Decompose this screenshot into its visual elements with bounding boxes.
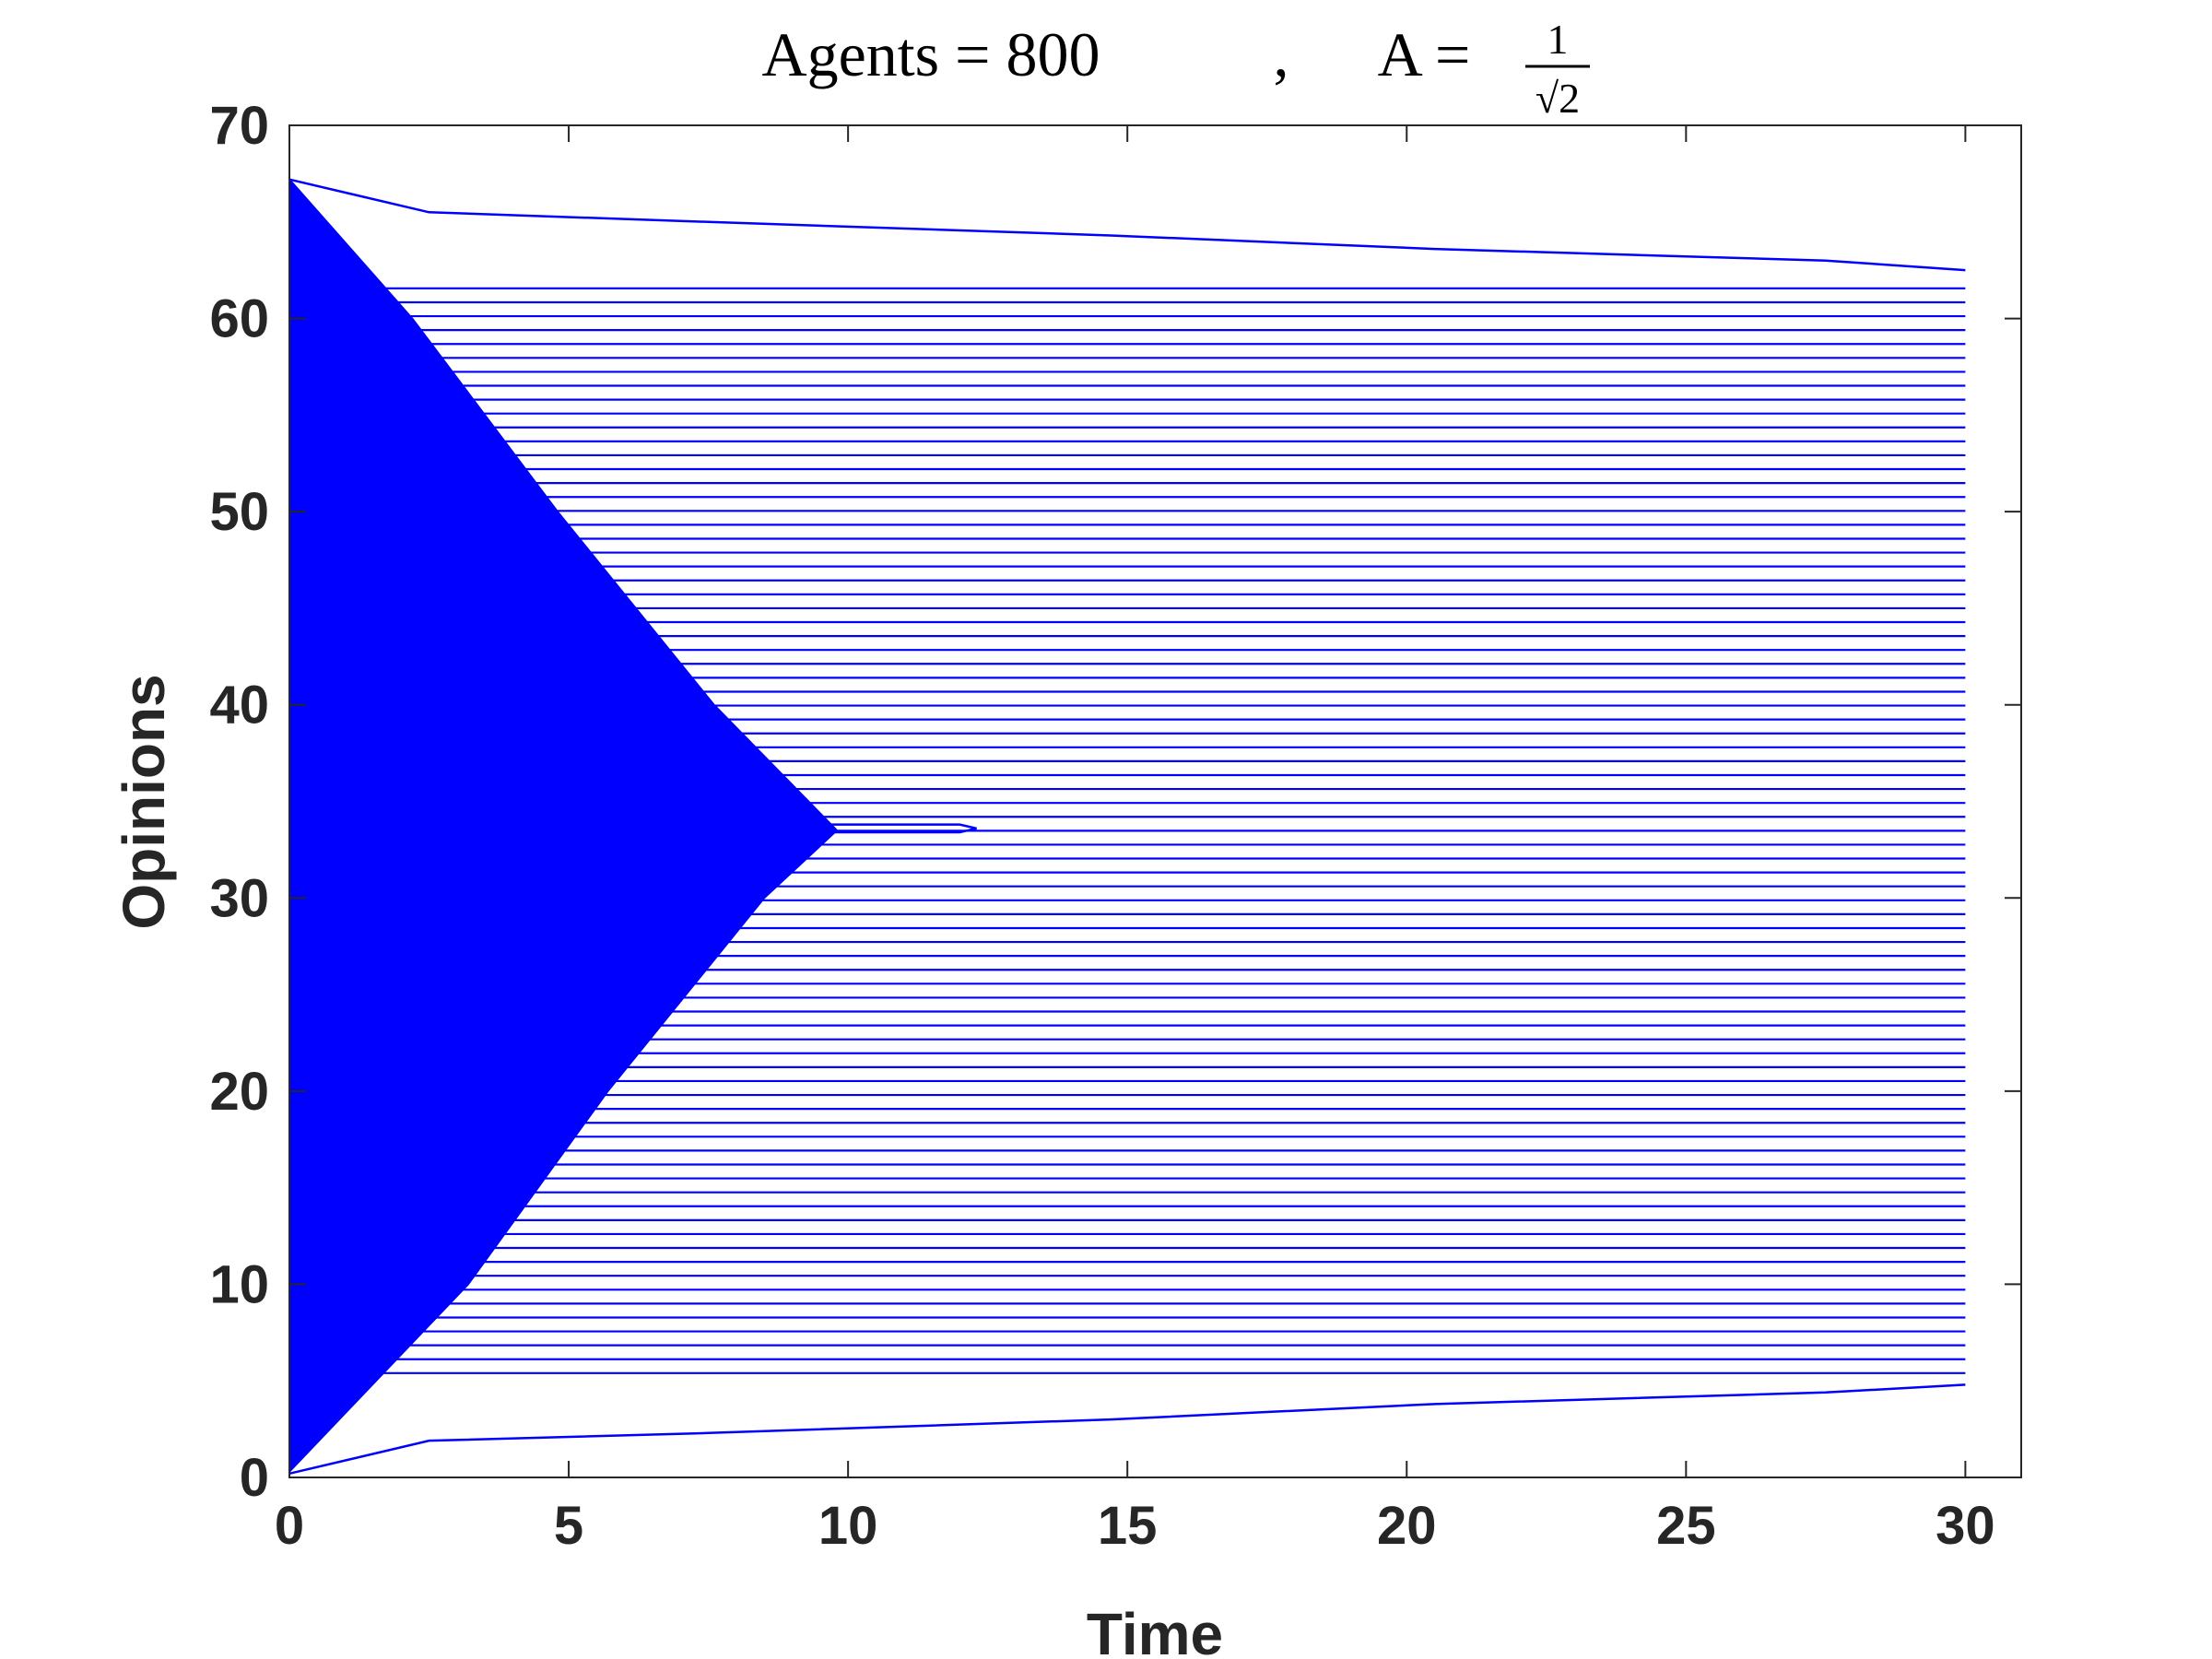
x-tick-label: 15 bbox=[1098, 1496, 1158, 1556]
x-tick-label: 0 bbox=[275, 1496, 304, 1556]
axes-box bbox=[288, 124, 2022, 1478]
title-right: A = bbox=[1378, 19, 1471, 89]
title-fraction-denominator: √2 bbox=[1535, 75, 1580, 122]
x-tick-label: 20 bbox=[1377, 1496, 1437, 1556]
y-tick-label: 30 bbox=[209, 868, 269, 928]
x-tick-label: 25 bbox=[1656, 1496, 1716, 1556]
title-left: Agents = 800 bbox=[762, 19, 1100, 89]
y-tick-label: 20 bbox=[209, 1062, 269, 1122]
y-tick-label: 60 bbox=[209, 289, 269, 349]
trajectory bbox=[819, 823, 977, 834]
y-axis-label: Opinions bbox=[111, 674, 177, 929]
x-tick-label: 10 bbox=[818, 1496, 878, 1556]
y-tick-label: 40 bbox=[209, 676, 269, 735]
y-tick-label: 10 bbox=[209, 1254, 269, 1314]
x-tick-label: 30 bbox=[1936, 1496, 1995, 1556]
trajectory bbox=[288, 178, 1966, 272]
trajectory bbox=[288, 1383, 1966, 1476]
x-tick-label: 5 bbox=[554, 1496, 583, 1556]
title-separator: , bbox=[1274, 19, 1289, 89]
title-fraction-numerator: 1 bbox=[1547, 16, 1569, 63]
y-tick-label: 70 bbox=[209, 96, 269, 156]
x-axis-label: Time bbox=[1087, 1601, 1223, 1659]
y-tick-label: 0 bbox=[240, 1448, 269, 1508]
y-tick-label: 50 bbox=[209, 482, 269, 542]
dense-region bbox=[288, 177, 839, 1475]
